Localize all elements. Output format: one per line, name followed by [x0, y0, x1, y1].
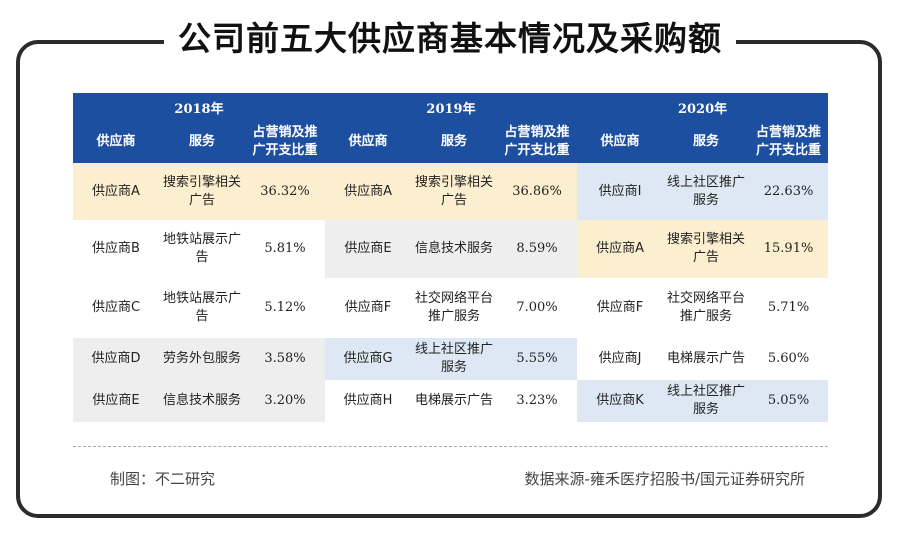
supplier-cell: 供应商F [325, 278, 412, 338]
service-cell: 搜索引擎相关广告 [663, 220, 750, 278]
share-cell: 5.55% [497, 338, 578, 380]
table-row: 供应商B 地铁站展示广告 5.81% 供应商E 信息技术服务 8.59% 供应商A 搜索引擎相… [73, 220, 829, 278]
service-cell: 社交网络平台推广服务 [411, 278, 498, 338]
column-header: 占营销及推广开支比重 [497, 121, 578, 163]
column-header: 占营销及推广开支比重 [749, 121, 829, 163]
divider [73, 446, 828, 447]
service-cell: 线上社区推广服务 [411, 338, 498, 380]
share-cell: 5.05% [749, 380, 829, 422]
supplier-cell: 供应商E [73, 380, 159, 422]
table-row: 供应商C 地铁站展示广告 5.12% 供应商F 社交网络平台推广服务 7.00% 供应商F 社… [73, 278, 829, 338]
supplier-cell: 供应商K [577, 380, 664, 422]
share-cell: 7.00% [497, 278, 578, 338]
table-row: 供应商D 劳务外包服务 3.58% 供应商G 线上社区推广服务 5.55% 供应商J 电梯展示… [73, 338, 829, 380]
service-cell: 地铁站展示广告 [159, 278, 245, 338]
service-cell: 社交网络平台推广服务 [663, 278, 750, 338]
column-header: 占营销及推广开支比重 [245, 121, 326, 163]
share-cell: 8.59% [497, 220, 578, 278]
service-cell: 搜索引擎相关广告 [411, 163, 498, 220]
share-cell: 36.32% [245, 163, 326, 220]
share-cell: 5.12% [245, 278, 326, 338]
year-header: 2019年 [325, 93, 578, 121]
share-cell: 3.23% [497, 380, 578, 422]
service-cell: 劳务外包服务 [159, 338, 245, 380]
supplier-cell: 供应商I [577, 163, 664, 220]
service-cell: 电梯展示广告 [663, 338, 750, 380]
share-cell: 22.63% [749, 163, 829, 220]
supplier-cell: 供应商D [73, 338, 159, 380]
supplier-table: 2018年 2019年 2020年 供应商 服务 占营销及推广开支比重 供应商 服务 占营… [73, 93, 829, 422]
share-cell: 36.86% [497, 163, 578, 220]
service-cell: 搜索引擎相关广告 [159, 163, 245, 220]
supplier-cell: 供应商H [325, 380, 412, 422]
column-header: 服务 [411, 121, 498, 163]
table-row: 供应商A 搜索引擎相关广告 36.32% 供应商A 搜索引擎相关广告 36.86% 供应商I… [73, 163, 829, 220]
service-cell: 地铁站展示广告 [159, 220, 245, 278]
share-cell: 5.60% [749, 338, 829, 380]
supplier-cell: 供应商F [577, 278, 664, 338]
share-cell: 5.81% [245, 220, 326, 278]
supplier-cell: 供应商G [325, 338, 412, 380]
page-title: 公司前五大供应商基本情况及采购额 [164, 19, 736, 58]
service-cell: 线上社区推广服务 [663, 163, 750, 220]
supplier-cell: 供应商A [325, 163, 412, 220]
service-cell: 信息技术服务 [159, 380, 245, 422]
supplier-cell: 供应商E [325, 220, 412, 278]
column-header: 供应商 [577, 121, 664, 163]
column-header: 供应商 [325, 121, 412, 163]
service-cell: 线上社区推广服务 [663, 380, 750, 422]
column-header: 服务 [159, 121, 245, 163]
data-source: 数据来源-雍禾医疗招股书/国元证券研究所 [524, 470, 805, 488]
service-cell: 电梯展示广告 [411, 380, 498, 422]
column-header: 供应商 [73, 121, 159, 163]
column-header: 服务 [663, 121, 750, 163]
service-cell: 信息技术服务 [411, 220, 498, 278]
maker-credit: 制图：不二研究 [110, 470, 216, 488]
supplier-cell: 供应商A [577, 220, 664, 278]
table-row: 供应商E 信息技术服务 3.20% 供应商H 电梯展示广告 3.23% 供应商K 线上社区推广… [73, 380, 829, 422]
share-cell: 3.58% [245, 338, 326, 380]
supplier-cell: 供应商A [73, 163, 159, 220]
supplier-cell: 供应商J [577, 338, 664, 380]
share-cell: 3.20% [245, 380, 326, 422]
supplier-cell: 供应商C [73, 278, 159, 338]
share-cell: 5.71% [749, 278, 829, 338]
year-header: 2018年 [73, 93, 326, 121]
share-cell: 15.91% [749, 220, 829, 278]
supplier-cell: 供应商B [73, 220, 159, 278]
year-header: 2020年 [577, 93, 829, 121]
title: 公司前五大供应商基本情况及采购额 [0, 12, 900, 60]
